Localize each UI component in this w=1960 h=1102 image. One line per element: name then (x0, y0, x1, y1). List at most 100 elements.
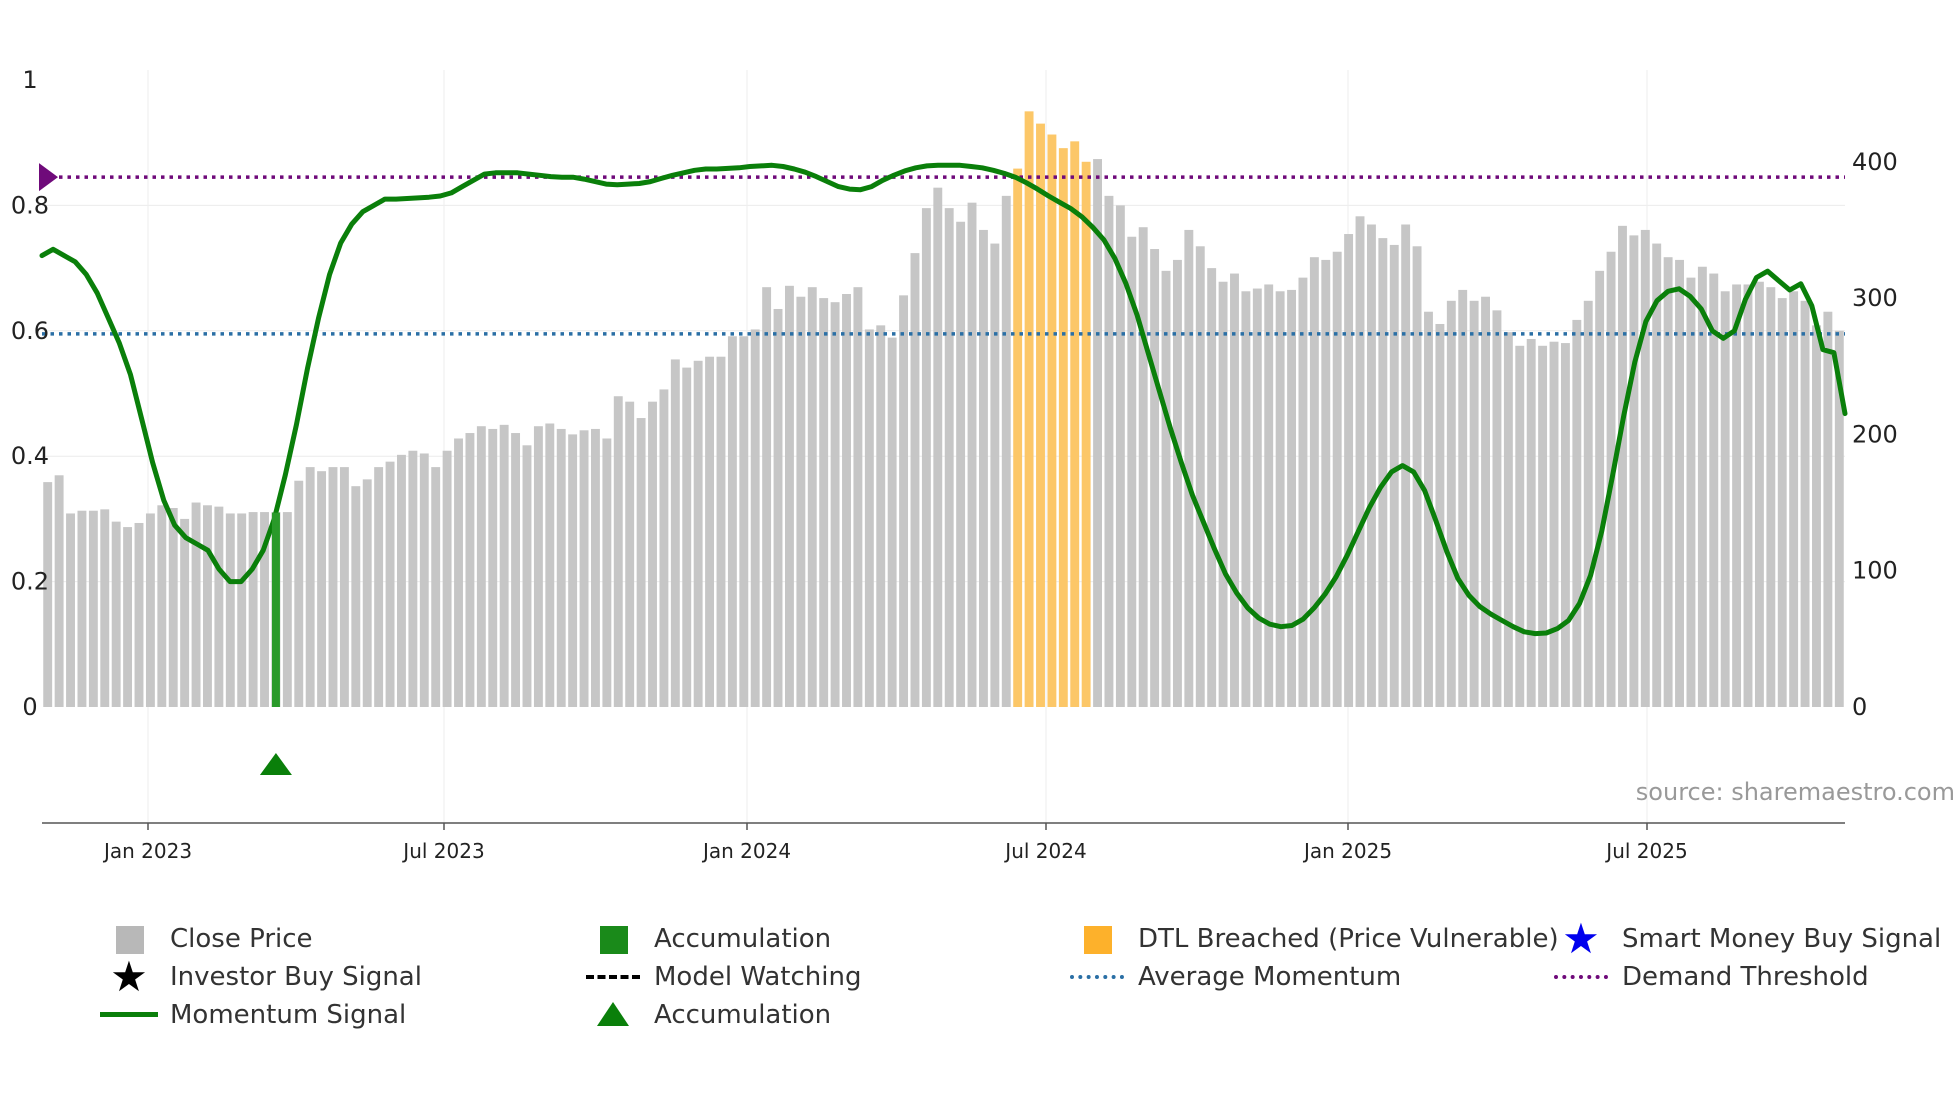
y-right-tick-label: 300 (1852, 284, 1898, 312)
legend-item-accumulation-marker: Accumulation (584, 996, 831, 1034)
close-price-bar (1823, 311, 1833, 707)
legend-key-green-line (100, 996, 158, 1034)
close-price-bar (1800, 300, 1810, 707)
legend-item-demand-threshold: Demand Threshold (1552, 958, 1869, 996)
close-price-bar (1469, 300, 1479, 707)
close-price-bar (237, 513, 247, 707)
close-price-bar (842, 294, 851, 707)
close-price-bar (556, 428, 566, 707)
accumulation-group (259, 512, 292, 775)
x-tick-label: Jul 2024 (1003, 839, 1086, 863)
accumulation-marker (259, 753, 292, 775)
legend-label: Accumulation (654, 1000, 832, 1030)
close-price-bar (670, 359, 680, 707)
close-price-bar (351, 486, 361, 707)
dtl-breached-bar (1047, 134, 1057, 707)
close-price-bar (397, 454, 406, 707)
legend-key-gray-square (100, 920, 158, 958)
close-price-bar (1743, 284, 1753, 707)
legend-label: Investor Buy Signal (170, 962, 422, 992)
close-price-bar (1332, 251, 1342, 708)
close-price-bar (1526, 338, 1536, 707)
close-price-bar (1424, 311, 1433, 707)
axes: Jan 2023 Jul 2023 Jan 2024 Jul 2024 Jan 2025… (11, 66, 1898, 863)
close-price-bar (1538, 345, 1548, 707)
close-price-bar (442, 450, 452, 707)
y-left-tick-label: 0.8 (11, 191, 49, 219)
close-price-bar (1389, 244, 1399, 707)
close-price-bar (1754, 281, 1764, 707)
close-price-bar (1652, 243, 1662, 707)
close-price-bar (488, 428, 498, 707)
legend-label: Close Price (170, 924, 313, 954)
close-price-bar (716, 356, 726, 707)
close-price-bar (1663, 257, 1673, 707)
close-price-bar (362, 479, 372, 707)
close-price-bar (1184, 229, 1194, 707)
close-price-bar (1675, 259, 1684, 707)
close-price-bar (1321, 259, 1331, 707)
close-price-bar (785, 285, 794, 707)
close-price-bar (214, 506, 224, 707)
legend-item-model-watching: Model Watching (584, 958, 861, 996)
close-price-bar (328, 467, 338, 707)
close-price-bar (887, 337, 897, 707)
close-price-bar (203, 505, 212, 707)
green-triangle-icon (584, 996, 642, 1034)
close-price-bar (568, 434, 578, 707)
close-price-bar (1492, 310, 1502, 707)
y-right-tick-label: 200 (1852, 420, 1898, 448)
close-price-bar (693, 360, 703, 707)
close-price-bar (750, 329, 760, 707)
blue-star-icon: ★ (1562, 914, 1600, 963)
close-price-bar (1709, 273, 1719, 707)
dtl-breached-bar (1058, 148, 1068, 707)
close-price-bar (191, 502, 201, 707)
close-price-bar (1001, 195, 1011, 708)
legend-item-momentum-signal: Momentum Signal (100, 996, 406, 1034)
close-price-bar (1812, 325, 1821, 707)
close-price-bar (956, 221, 966, 707)
close-price-bar (705, 356, 715, 707)
close-price-bar (762, 287, 772, 707)
close-price-bar (978, 229, 988, 707)
close-price-bar (43, 482, 53, 707)
y-right-tick-label: 400 (1852, 148, 1898, 176)
close-price-bar (1515, 345, 1525, 707)
close-price-bar (454, 438, 463, 707)
close-price-bar (157, 505, 167, 707)
close-price-bar (1446, 300, 1456, 707)
close-price-bar (111, 521, 121, 707)
close-price-bar (408, 450, 418, 707)
close-price-bar (1435, 323, 1445, 707)
legend-key-blue-dot (1068, 958, 1126, 996)
close-price-bar (1549, 341, 1559, 707)
close-price-bar (921, 208, 931, 707)
close-price-bar (66, 513, 75, 707)
legend-key-black-dash (584, 958, 642, 996)
close-price-bar (625, 401, 635, 707)
close-price-bar (990, 243, 1000, 707)
close-price-bar (77, 510, 87, 707)
close-price-bar (910, 253, 920, 708)
close-price-bar (522, 445, 532, 707)
close-price-bar (1241, 291, 1251, 707)
legend-label: Momentum Signal (170, 1000, 407, 1030)
close-price-bar (1618, 225, 1627, 707)
legend-label: Demand Threshold (1622, 962, 1869, 992)
close-price-bar (1766, 287, 1776, 707)
close-price-bar (591, 428, 600, 707)
close-price-bar (1697, 266, 1707, 707)
close-price-bar (1218, 281, 1228, 707)
close-price-bar (545, 423, 555, 707)
close-price-bar (807, 287, 817, 707)
source-label: source: sharemaestro.com (1636, 778, 1955, 806)
legend-item-investor-buy-signal: ★ Investor Buy Signal (100, 956, 422, 998)
close-price-bar (1640, 229, 1650, 707)
legend-label: Accumulation (654, 924, 832, 954)
dtl-breached-bar (1070, 141, 1080, 708)
x-tick-label: Jan 2023 (102, 839, 192, 863)
legend-item-accumulation: Accumulation (584, 920, 831, 958)
close-price-bar (1777, 298, 1787, 707)
dtl-breached-bar (1013, 168, 1023, 708)
